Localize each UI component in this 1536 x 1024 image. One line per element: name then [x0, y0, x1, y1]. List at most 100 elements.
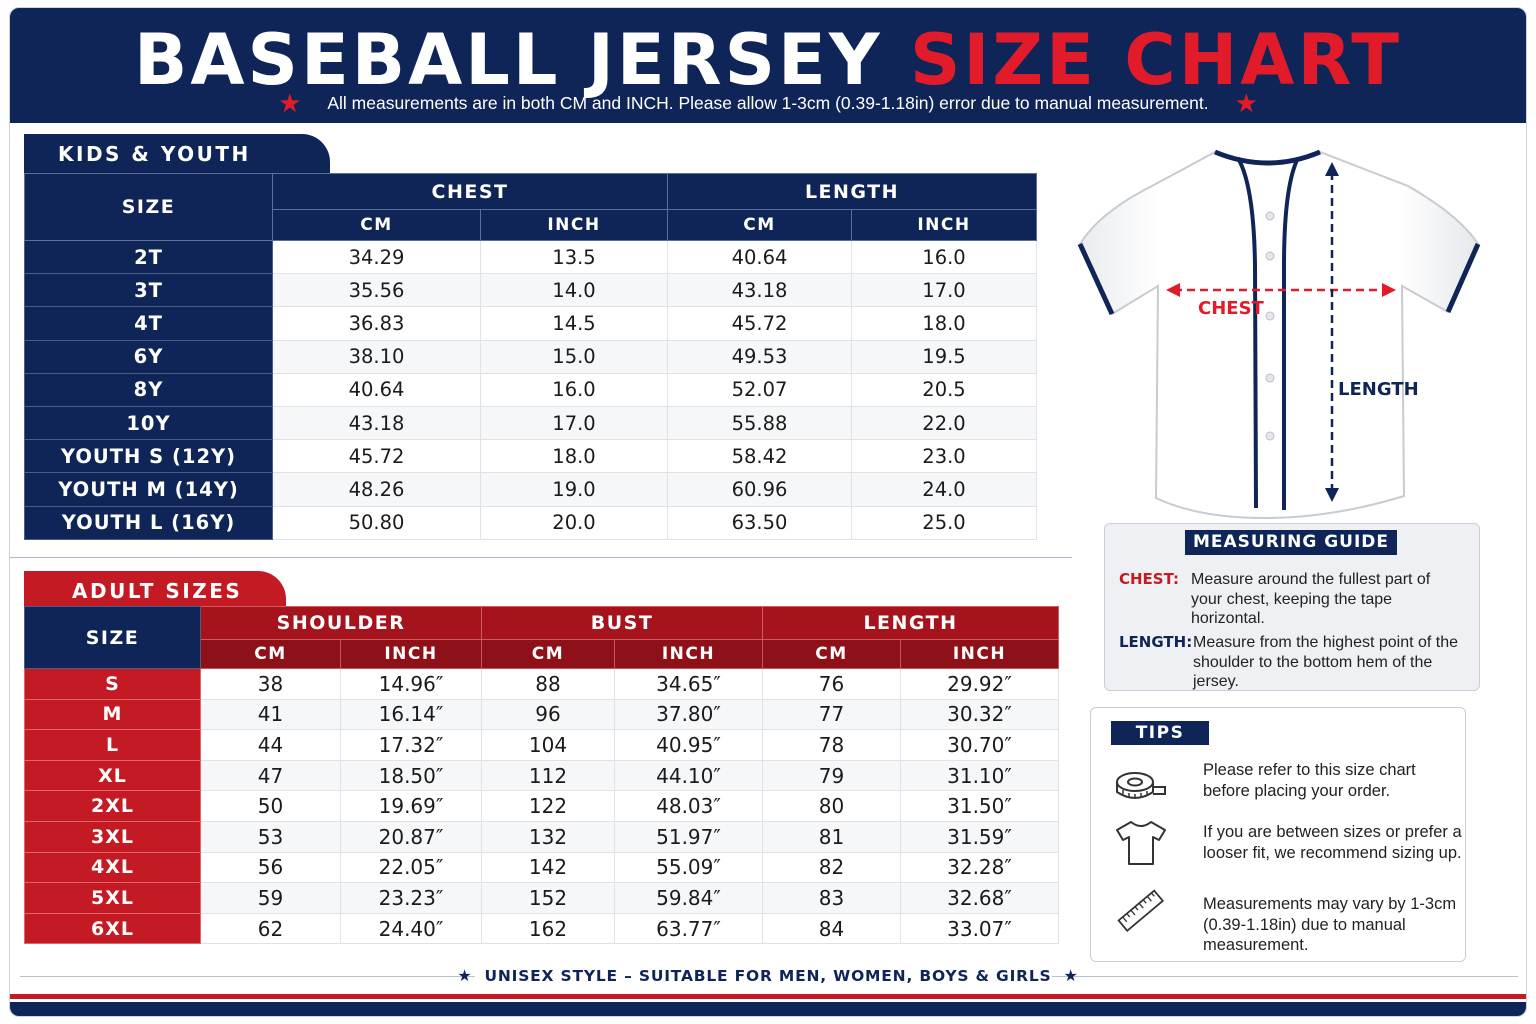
adult-value-cell: 44.10″	[614, 759, 763, 792]
adult-table-row: 3XL 53 20.87″ 132 51.97″ 81 31.59″	[24, 820, 1059, 853]
adult-value-cell: 22.05″	[340, 851, 482, 884]
title-part-2: SIZE CHART	[909, 19, 1402, 101]
adult-table-row: XL 47 18.50″ 112 44.10″ 79 31.10″	[24, 759, 1059, 792]
kids-chest-header: CHEST	[272, 173, 668, 210]
jersey-buttons	[1265, 211, 1275, 441]
kids-value-cell: 18.0	[480, 439, 668, 474]
adult-table-row: 4XL 56 22.05″ 142 55.09″ 82 32.28″	[24, 851, 1059, 884]
adult-value-cell: 30.32″	[900, 698, 1059, 731]
adult-value-cell: 88	[481, 668, 615, 700]
chest-label: CHEST	[1198, 298, 1265, 319]
kids-size-cell: 8Y	[24, 372, 273, 407]
adult-value-cell: 30.70″	[900, 729, 1059, 761]
guide-length-label: LENGTH:	[1119, 633, 1193, 651]
kids-value-cell: 40.64	[667, 239, 852, 275]
title-part-1: BASEBALL JERSEY	[134, 19, 883, 101]
adult-value-cell: 44	[200, 729, 341, 761]
adult-value-cell: 80	[762, 790, 901, 822]
adult-value-cell: 78	[762, 729, 901, 761]
adult-size-cell: L	[24, 729, 201, 761]
adult-value-cell: 104	[481, 729, 615, 761]
kids-value-cell: 20.5	[851, 372, 1037, 407]
adult-value-cell: 55.09″	[614, 851, 763, 884]
adult-value-cell: 18.50″	[340, 759, 482, 792]
footer-rule-left	[20, 976, 475, 977]
kids-size-cell: YOUTH S (12Y)	[24, 439, 273, 474]
kids-size-header: SIZE	[24, 173, 273, 241]
adult-size-table: SIZE SHOULDER BUST LENGTH CM INCH CM INC…	[24, 606, 1059, 945]
header-banner: BASEBALL JERSEY SIZE CHART ★ All measurem…	[10, 8, 1526, 123]
guide-length-row: LENGTH: Measure from the highest point o…	[1119, 633, 1469, 693]
kids-value-cell: 48.26	[272, 472, 481, 507]
adult-size-cell: 6XL	[24, 912, 201, 945]
kids-table-row: YOUTH S (12Y) 45.72 18.0 58.42 23.0	[24, 439, 1037, 474]
adult-table-row: L 44 17.32″ 104 40.95″ 78 30.70″	[24, 729, 1059, 761]
kids-value-cell: 36.83	[272, 306, 481, 341]
adult-value-cell: 79	[762, 759, 901, 792]
adult-table-row: 6XL 62 24.40″ 162 63.77″ 84 33.07″	[24, 912, 1059, 945]
star-icon: ★	[1063, 966, 1079, 985]
adult-unit-header: CM	[762, 639, 901, 669]
kids-value-cell: 17.0	[851, 273, 1037, 308]
kids-value-cell: 18.0	[851, 306, 1037, 341]
adult-value-cell: 32.28″	[900, 851, 1059, 884]
kids-value-cell: 38.10	[272, 339, 481, 374]
guide-length-text: Measure from the highest point of the sh…	[1193, 634, 1459, 690]
adult-value-cell: 132	[481, 820, 615, 853]
sleeve-trim-left	[1077, 242, 1115, 316]
star-icon: ★	[457, 966, 473, 985]
kids-value-cell: 35.56	[272, 273, 481, 308]
footer-text: UNISEX STYLE – SUITABLE FOR MEN, WOMEN, …	[484, 967, 1052, 985]
kids-length-header: LENGTH	[667, 173, 1037, 210]
kids-value-cell: 63.50	[667, 505, 852, 540]
adult-value-cell: 20.87″	[340, 820, 482, 853]
kids-size-cell: 3T	[24, 273, 273, 308]
tips-title: TIPS	[1111, 721, 1209, 745]
adult-value-cell: 82	[762, 851, 901, 884]
adult-value-cell: 50	[200, 790, 341, 822]
adult-value-cell: 56	[200, 851, 341, 884]
footer-stripe-red	[10, 994, 1526, 999]
adult-value-cell: 31.50″	[900, 790, 1059, 822]
subtitle-text: All measurements are in both CM and INCH…	[327, 93, 1209, 113]
kids-value-cell: 52.07	[667, 372, 852, 407]
kids-value-cell: 22.0	[851, 405, 1037, 441]
tip-item: If you are between sizes or prefer a loo…	[1203, 823, 1462, 862]
adult-size-cell: 2XL	[24, 790, 201, 822]
adult-value-cell: 40.95″	[614, 729, 763, 761]
kids-value-cell: 43.18	[667, 273, 852, 308]
adult-unit-header: CM	[200, 639, 341, 669]
placket-left	[1236, 157, 1258, 509]
kids-unit-header: CM	[272, 209, 481, 241]
adult-value-cell: 142	[481, 851, 615, 884]
adult-value-cell: 33.07″	[900, 912, 1059, 945]
guide-chest-row: CHEST: Measure around the fullest part o…	[1119, 570, 1469, 630]
adult-value-cell: 24.40″	[340, 912, 482, 945]
adult-value-cell: 31.10″	[900, 759, 1059, 792]
kids-size-cell: YOUTH L (16Y)	[24, 505, 273, 540]
adult-table-row: 5XL 59 23.23″ 152 59.84″ 83 32.68″	[24, 882, 1059, 914]
kids-size-table: SIZE CHEST LENGTH CM INCH CM INCH 2T 34.2…	[24, 173, 1037, 540]
kids-table-row: 10Y 43.18 17.0 55.88 22.0	[24, 405, 1037, 441]
adult-value-cell: 62	[200, 912, 341, 945]
adult-value-cell: 31.59″	[900, 820, 1059, 853]
adult-table-row: M 41 16.14″ 96 37.80″ 77 30.32″	[24, 698, 1059, 731]
kids-size-cell: 6Y	[24, 339, 273, 374]
adult-value-cell: 38	[200, 668, 341, 700]
adult-size-cell: 4XL	[24, 851, 201, 884]
kids-value-cell: 24.0	[851, 472, 1037, 507]
kids-table-row: 3T 35.56 14.0 43.18 17.0	[24, 273, 1037, 308]
kids-value-cell: 16.0	[851, 239, 1037, 275]
adult-value-cell: 152	[481, 882, 615, 914]
adult-value-cell: 32.68″	[900, 882, 1059, 914]
kids-value-cell: 25.0	[851, 505, 1037, 540]
kids-value-cell: 15.0	[480, 339, 668, 374]
chest-arrow-left-icon	[1166, 283, 1180, 297]
kids-value-cell: 43.18	[272, 405, 481, 441]
adult-shoulder-header: SHOULDER	[200, 606, 482, 640]
kids-value-cell: 17.0	[480, 405, 668, 441]
adult-value-cell: 16.14″	[340, 698, 482, 731]
kids-value-cell: 55.88	[667, 405, 852, 441]
kids-size-cell: 10Y	[24, 405, 273, 441]
adult-bust-header: BUST	[481, 606, 763, 640]
